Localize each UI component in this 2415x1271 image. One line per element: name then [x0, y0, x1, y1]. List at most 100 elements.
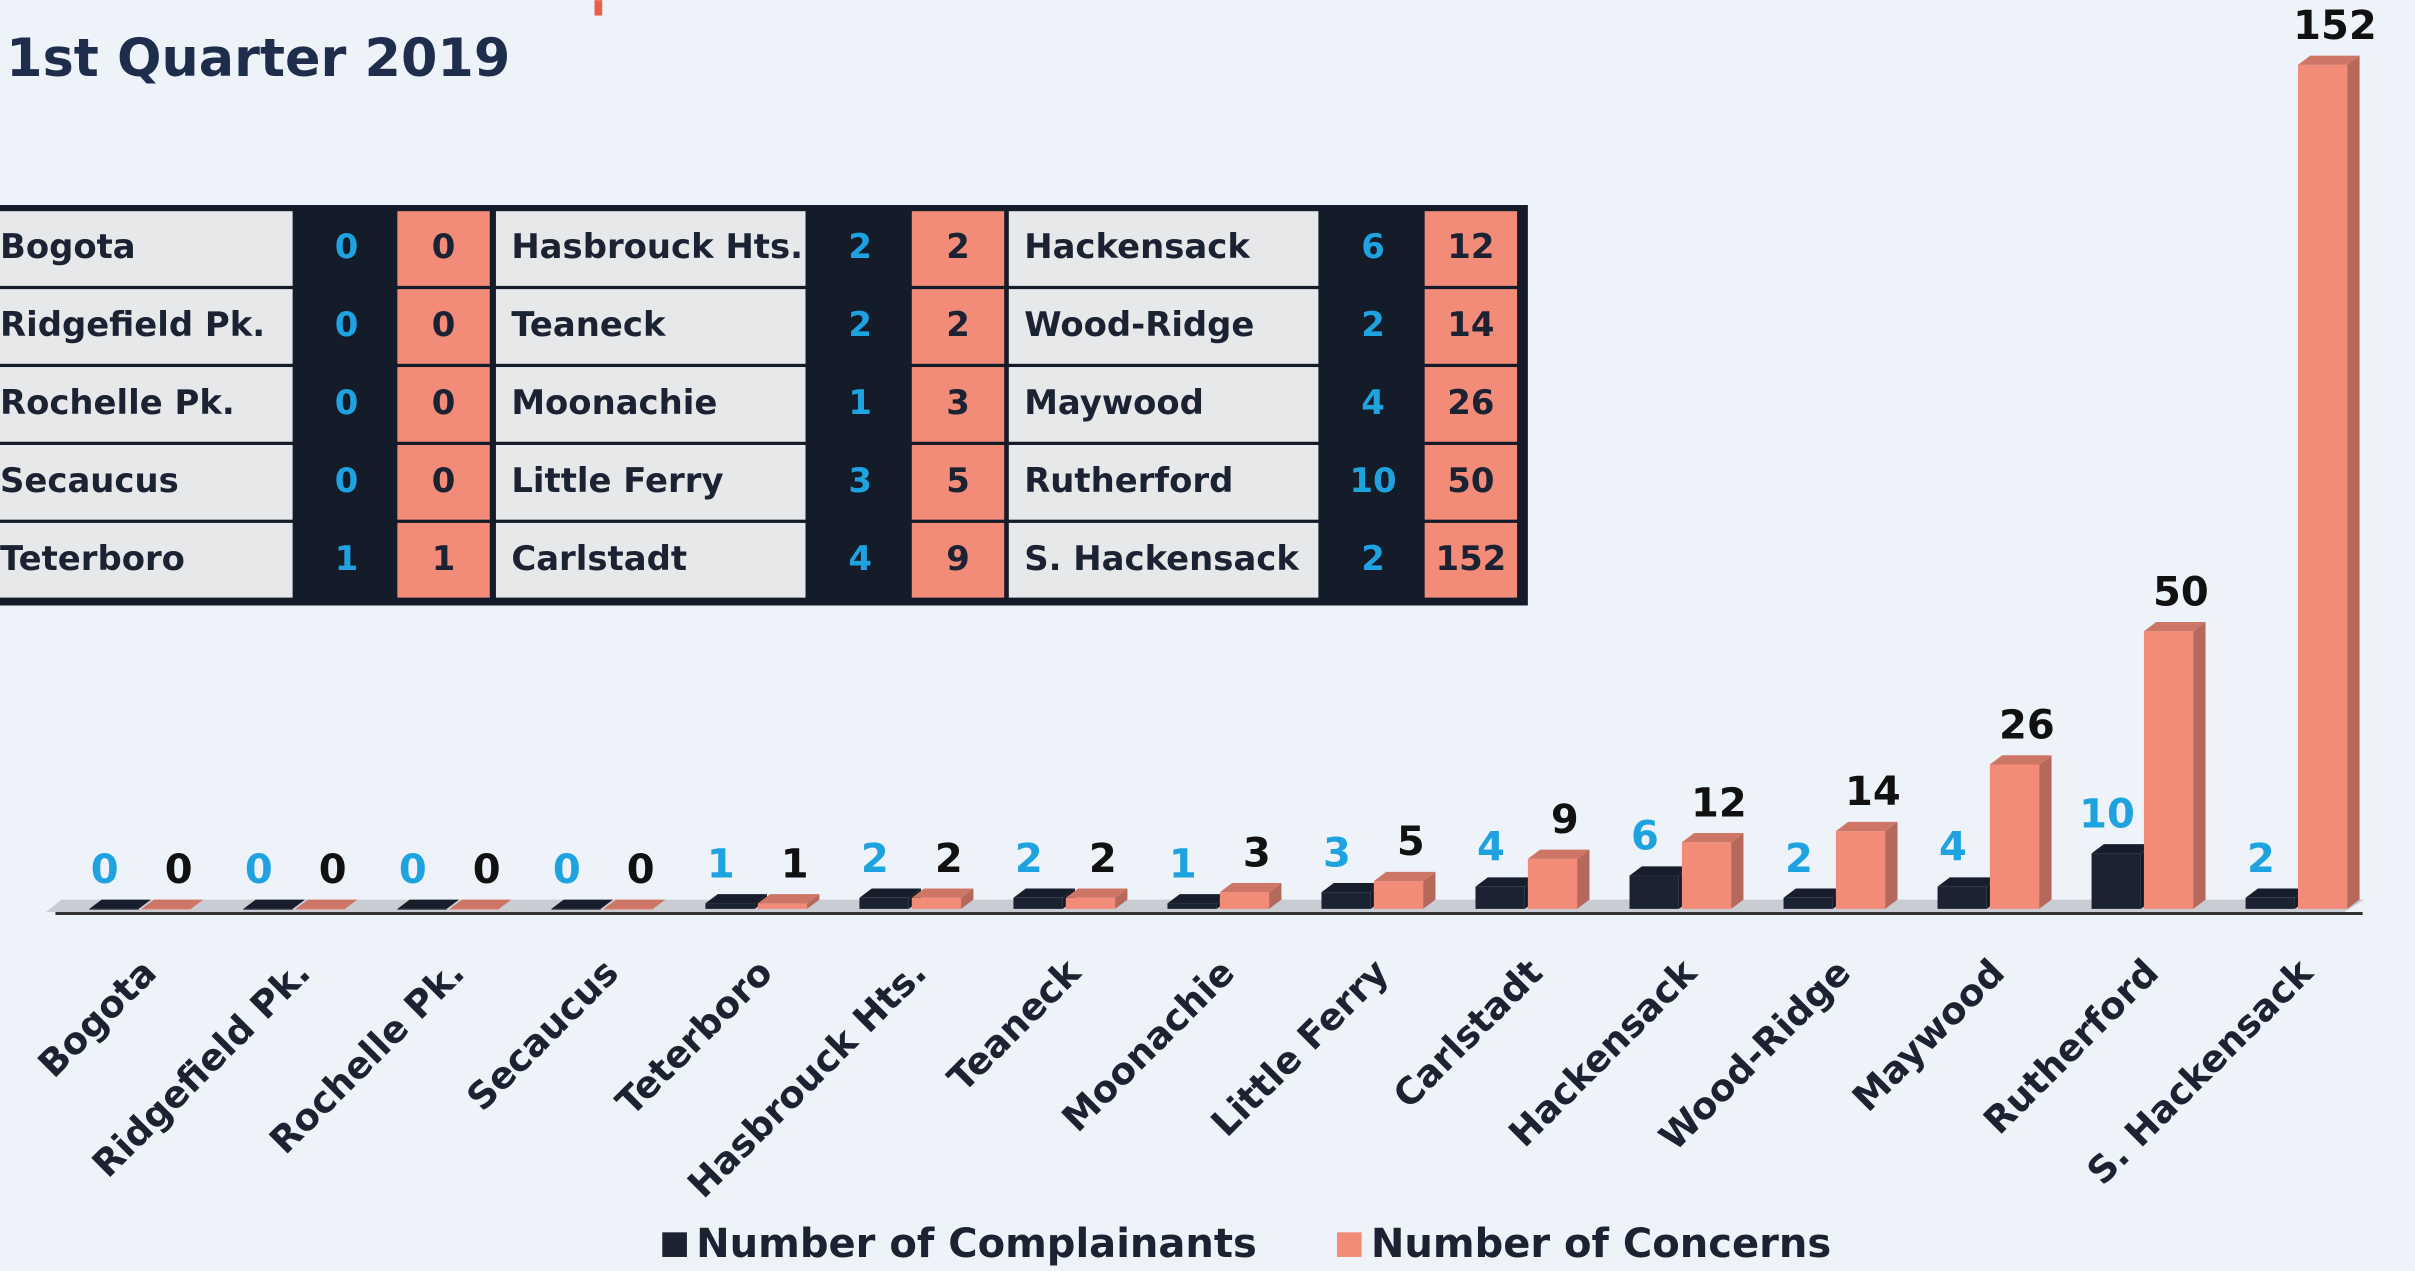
cell-complainants: 0: [335, 305, 359, 344]
cell-complainants: 2: [1361, 539, 1385, 578]
cell-concerns: 9: [946, 539, 970, 578]
data-label: 1: [707, 841, 735, 887]
bar-top: [1527, 849, 1590, 859]
data-label: 0: [553, 847, 581, 893]
bar: [295, 908, 345, 910]
bar-side: [1885, 821, 1898, 909]
name-cell: [495, 522, 806, 598]
bar-top: [141, 899, 204, 909]
cell-concerns: 14: [1447, 305, 1494, 344]
cell-concerns: 3: [946, 383, 970, 422]
bar-top: [1065, 888, 1128, 898]
bar-top: [705, 894, 768, 904]
count-cell: [397, 289, 490, 364]
bar-side: [2039, 755, 2052, 909]
bar-top: [1013, 888, 1076, 898]
count-cell: [1424, 289, 1518, 364]
name-cell: [0, 289, 293, 364]
bar: [1065, 897, 1116, 909]
cell-name: Rochelle Pk.: [0, 383, 235, 422]
data-label: 0: [473, 847, 501, 893]
name-cell: [495, 367, 806, 442]
bar-top: [1989, 755, 2052, 765]
cell-concerns: 2: [946, 305, 970, 344]
bar: [1013, 897, 1063, 909]
cell-complainants: 0: [335, 227, 359, 266]
cell-complainants: 1: [848, 383, 872, 422]
cell-concerns: 5: [946, 461, 970, 500]
bar: [2297, 64, 2348, 909]
bar: [603, 908, 654, 910]
data-label: 2: [1015, 836, 1043, 882]
data-label: 9: [1551, 797, 1579, 843]
data-label: 10: [2079, 791, 2135, 837]
bar-side: [1269, 882, 1282, 909]
name-cell: [0, 367, 293, 442]
cell-concerns: 152: [1436, 539, 1507, 578]
bar: [1527, 858, 1578, 909]
cell-name: Little Ferry: [511, 461, 723, 500]
data-label: 2: [1089, 836, 1117, 882]
legend-label: Number of Concerns: [1371, 1221, 1831, 1267]
bar-top: [89, 899, 151, 909]
bar: [1783, 897, 1833, 909]
legend-swatch: [1336, 1232, 1362, 1257]
bar: [2143, 631, 2194, 909]
name-cell: [0, 211, 293, 286]
name-cell: [1008, 444, 1319, 520]
data-label: 0: [319, 847, 347, 893]
cell-concerns: 0: [432, 461, 456, 500]
data-label: 3: [1323, 830, 1351, 876]
data-label: 2: [861, 836, 889, 882]
data-label: 2: [2247, 836, 2275, 882]
data-label: 26: [1999, 703, 2055, 749]
count-cell: [911, 211, 1005, 286]
cell-complainants: 4: [848, 539, 872, 578]
cell-complainants: 0: [335, 383, 359, 422]
bar-top: [859, 888, 922, 898]
bar-top: [2143, 622, 2206, 632]
data-label: 0: [245, 847, 273, 893]
legend-swatch: [662, 1232, 687, 1257]
data-label: 0: [165, 847, 193, 893]
legend-label: Number of Complainants: [696, 1221, 1257, 1267]
bar: [2245, 897, 2295, 909]
bar-top: [603, 899, 666, 909]
bar-top: [1681, 833, 1744, 843]
name-cell: [0, 522, 293, 598]
bar: [1629, 875, 1679, 909]
bar-top: [397, 899, 459, 909]
cell-name: Teterboro: [0, 539, 185, 578]
bar-top: [1783, 888, 1846, 898]
data-label: 14: [1845, 769, 1901, 815]
data-label: 2: [1785, 836, 1813, 882]
cell-concerns: 2: [946, 227, 970, 266]
count-cell: [1424, 367, 1518, 442]
bar: [551, 908, 601, 910]
name-cell: [495, 444, 806, 520]
cell-complainants: 2: [848, 227, 872, 266]
bar: [1475, 886, 1525, 909]
count-cell: [911, 522, 1005, 598]
name-cell: [1008, 211, 1319, 286]
cell-name: Carlstadt: [511, 539, 687, 578]
cell-name: Ridgefield Pk.: [0, 305, 265, 344]
bar-side: [1115, 888, 1128, 909]
cell-concerns: 1: [432, 539, 456, 578]
bar-top: [2245, 888, 2308, 898]
cell-name: Wood-Ridge: [1024, 305, 1254, 344]
data-label: 4: [1477, 825, 1505, 871]
cell-complainants: 6: [1361, 227, 1385, 266]
cell-complainants: 2: [1361, 305, 1385, 344]
cell-name: Bogota: [0, 227, 136, 266]
data-label: 12: [1691, 780, 1747, 826]
bar-top: [1167, 894, 1230, 904]
data-label: 1: [1169, 841, 1197, 887]
cell-name: S. Hackensack: [1024, 539, 1300, 578]
cell-complainants: 0: [335, 461, 359, 500]
count-cell: [397, 522, 490, 598]
bar-top: [1321, 882, 1384, 893]
bar-top: [1937, 877, 2000, 887]
count-cell: [397, 367, 490, 442]
